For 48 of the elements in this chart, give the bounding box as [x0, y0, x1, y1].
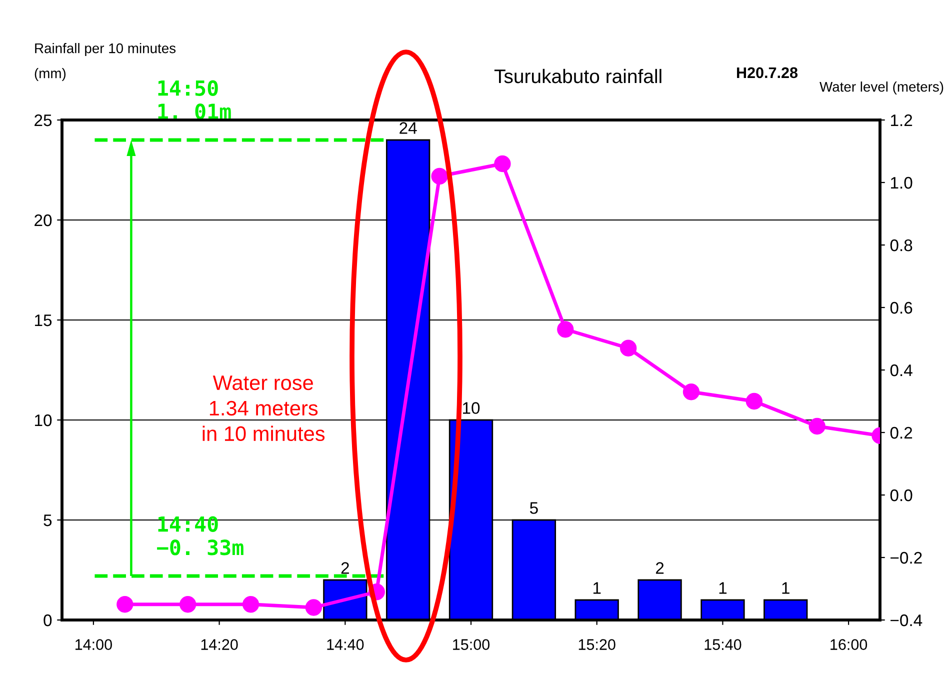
y-tick-label: 15	[35, 314, 52, 326]
point	[620, 340, 637, 356]
y2-tick-label: −0.2	[890, 552, 922, 564]
y2-axis-title: Water level (meters)	[820, 82, 944, 94]
data-label: 2	[656, 562, 664, 574]
y-tick-label: 10	[35, 414, 52, 426]
point	[494, 155, 511, 172]
data-label: 1	[782, 582, 790, 594]
data-label: 5	[530, 502, 538, 514]
point	[557, 321, 574, 338]
y2-tick-label: 0.6	[890, 302, 912, 314]
point	[431, 168, 448, 185]
x-tick-label: 16:00	[830, 639, 868, 650]
point	[682, 384, 700, 400]
data-label: 1	[593, 582, 601, 594]
y2-tick-label: 0.0	[890, 489, 912, 502]
y2-tick-label: −0.4	[890, 614, 922, 626]
point	[242, 596, 260, 613]
data-label: 10	[463, 402, 480, 414]
data-label: 24	[400, 122, 417, 134]
y2-tick-label: 1.2	[890, 114, 912, 126]
annotation: 14:50 1. 01m	[158, 80, 231, 120]
y2-tick-label: 0.2	[890, 426, 912, 439]
x-tick-label: 14:00	[76, 639, 112, 650]
x-tick-label: 14:40	[327, 639, 364, 650]
y-tick-label: 0	[44, 614, 52, 626]
x-tick-label: 15:00	[453, 639, 490, 650]
point	[116, 596, 134, 613]
point	[180, 596, 196, 613]
point	[305, 599, 322, 616]
point	[746, 392, 762, 410]
y2-tick-label: 0.8	[890, 239, 912, 252]
y-tick-label: 5	[44, 514, 52, 526]
text: H20.7.28	[737, 67, 798, 78]
x-tick-label: 15:40	[704, 639, 742, 650]
chart-title: Tsurukabuto rainfall	[494, 68, 662, 84]
data-label: 2	[341, 562, 349, 574]
y-tick-label: 20	[34, 214, 52, 226]
y-axis-title: Rainfall per 10 minutes (mm)	[34, 43, 176, 81]
y2-tick-label: 1.0	[890, 176, 912, 189]
data-label: 1	[719, 582, 727, 594]
point	[808, 418, 826, 435]
y-tick-label: 25	[34, 114, 52, 126]
x-tick-label: 15:20	[578, 639, 616, 650]
y2-tick-label: 0.4	[890, 364, 912, 376]
x-tick-label: 14:20	[201, 639, 238, 650]
annotation: Water rose 1.34 meters in 10 minutes	[202, 376, 325, 442]
annotation: 14:40 −0. 33m	[157, 516, 244, 556]
